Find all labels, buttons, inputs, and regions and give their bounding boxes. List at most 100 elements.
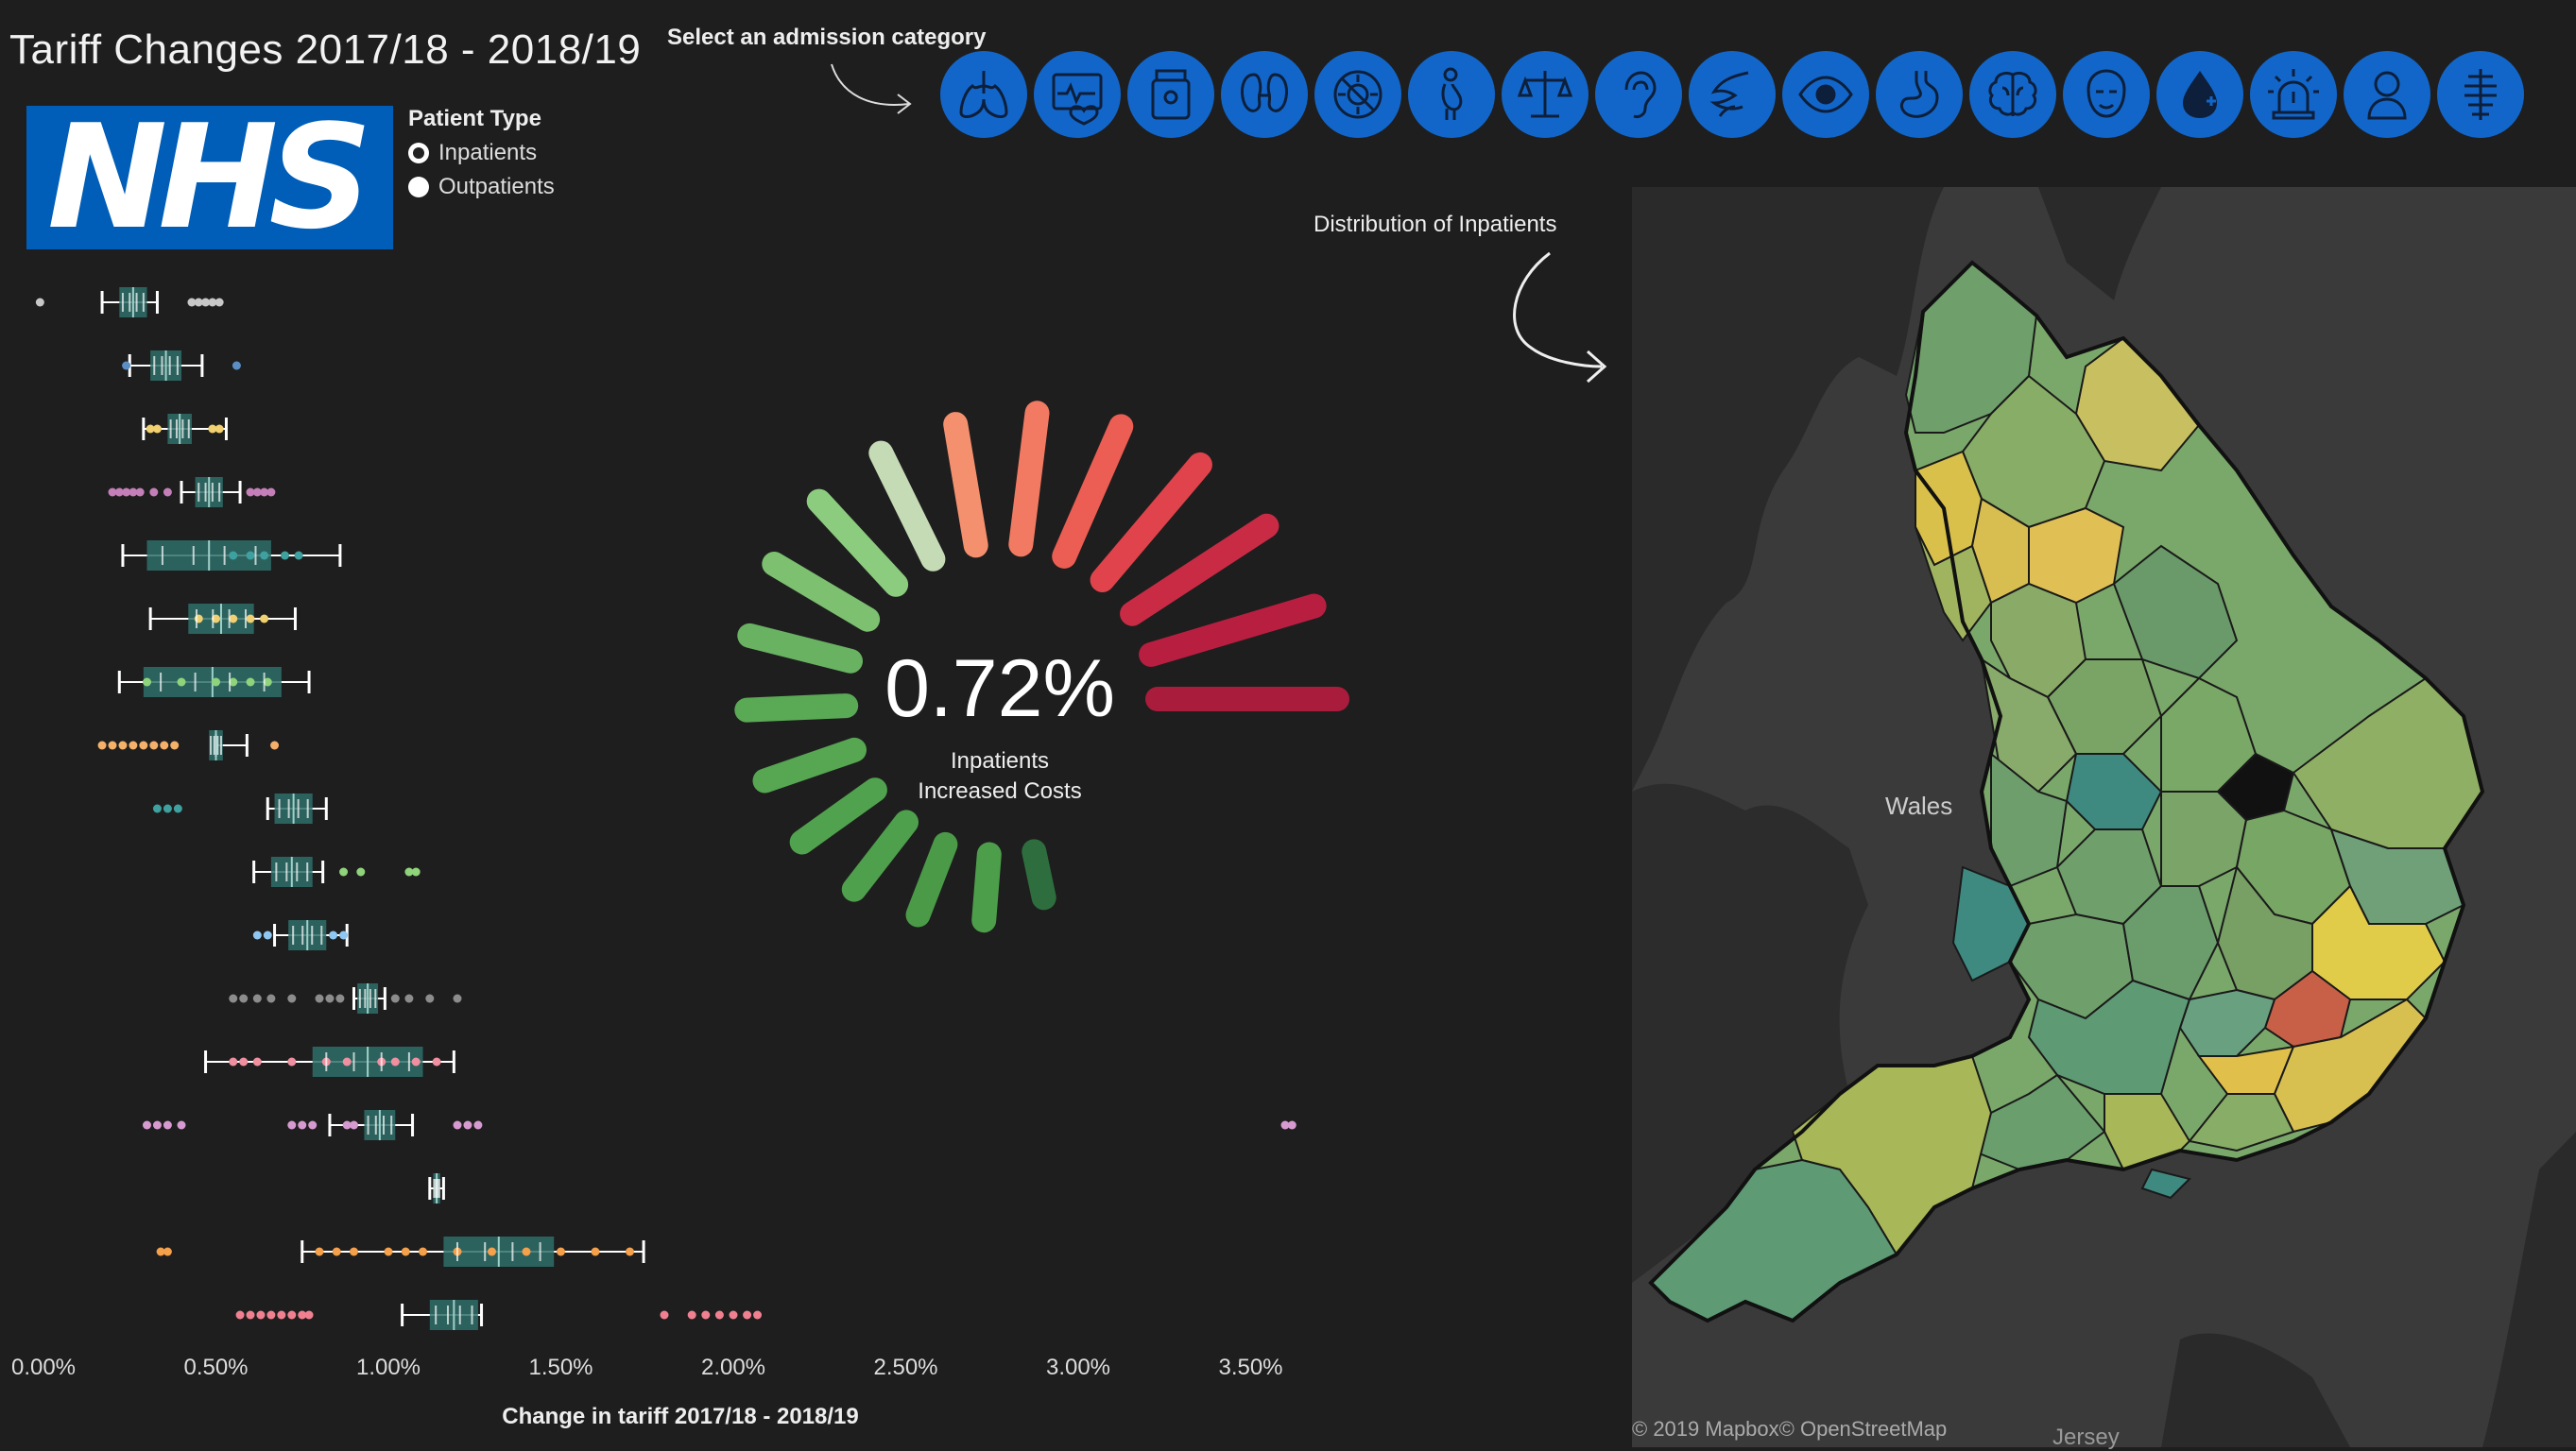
data-point xyxy=(287,994,297,1003)
baby-icon[interactable] xyxy=(2344,51,2430,138)
data-point xyxy=(743,1310,752,1320)
data-point xyxy=(35,298,44,307)
gauge-bar xyxy=(1022,839,1056,911)
boxplot-row[interactable] xyxy=(148,604,297,634)
ear-icon[interactable] xyxy=(1595,51,1682,138)
category-icon-bar xyxy=(940,51,2531,138)
gauge-bar xyxy=(1052,414,1134,569)
data-point xyxy=(463,1120,472,1130)
data-point xyxy=(163,1247,172,1256)
map-label: Distribution of Inpatients xyxy=(1314,212,1557,237)
boxplot-row[interactable] xyxy=(117,667,311,697)
boxplot-row[interactable] xyxy=(235,1300,763,1330)
data-point xyxy=(208,424,217,434)
boxplot-row[interactable] xyxy=(97,730,280,760)
brain-icon[interactable] xyxy=(1969,51,2056,138)
digestive-icon[interactable] xyxy=(1689,51,1776,138)
data-point xyxy=(339,867,349,877)
data-point xyxy=(146,424,155,434)
data-point xyxy=(122,361,131,370)
gauge-bar xyxy=(1120,513,1279,626)
x-tick-label: 0.00% xyxy=(11,1355,76,1380)
scales-icon[interactable] xyxy=(1502,51,1589,138)
data-point xyxy=(591,1247,600,1256)
data-point xyxy=(139,741,148,750)
boxplot-row[interactable] xyxy=(122,350,241,381)
boxplot-row[interactable] xyxy=(121,540,342,571)
data-point xyxy=(266,487,276,497)
data-point xyxy=(163,804,172,813)
data-point xyxy=(687,1310,696,1320)
data-point xyxy=(335,994,345,1003)
boxplot-row[interactable] xyxy=(252,857,421,887)
data-point xyxy=(404,994,414,1003)
gauge-caption-line2: Increased Costs xyxy=(918,778,1082,804)
no-virus-icon[interactable] xyxy=(1314,51,1401,138)
boxplot-row[interactable] xyxy=(204,1047,455,1077)
data-point xyxy=(453,994,462,1003)
category-selector-label: Select an admission category xyxy=(667,25,987,50)
gauge-bar xyxy=(789,777,887,855)
data-point xyxy=(350,1120,358,1130)
boxplot-row[interactable] xyxy=(152,794,328,824)
data-point xyxy=(252,994,262,1003)
data-point xyxy=(229,994,238,1003)
boxplot-row[interactable] xyxy=(252,920,349,950)
radio-circle-inpatients[interactable] xyxy=(408,143,429,163)
boxplot-row[interactable] xyxy=(143,1110,1297,1140)
radio-label-outpatients: Outpatients xyxy=(438,174,555,199)
data-point xyxy=(339,930,349,940)
data-point xyxy=(252,930,262,940)
data-point xyxy=(325,994,335,1003)
lungs-icon[interactable] xyxy=(940,51,1027,138)
nhs-logo: NHS xyxy=(26,106,393,249)
data-point xyxy=(298,1310,307,1320)
gauge-value: 0.72% xyxy=(884,643,1115,734)
data-point xyxy=(294,551,303,560)
data-point xyxy=(287,1310,297,1320)
selector-arrow xyxy=(831,63,912,114)
patient-type-filter: Patient Type Inpatients Outpatients xyxy=(408,106,555,208)
map-england[interactable] xyxy=(1632,187,2576,1447)
data-point xyxy=(229,1057,238,1067)
data-point xyxy=(1287,1120,1297,1130)
stomach-icon[interactable] xyxy=(1876,51,1963,138)
face-icon[interactable] xyxy=(2063,51,2150,138)
data-point xyxy=(270,741,280,750)
data-point xyxy=(260,551,269,560)
radio-circle-outpatients[interactable] xyxy=(408,177,429,197)
radio-outpatients[interactable]: Outpatients xyxy=(408,174,555,200)
data-point xyxy=(129,741,138,750)
data-point xyxy=(298,1120,307,1130)
boxplot-chart: 0.00% 0.50% 1.00% 1.50% 2.00% 2.50% 3.00% 3.50% xyxy=(11,287,1297,1380)
gauge-bar xyxy=(971,842,1002,933)
data-point xyxy=(187,298,197,307)
data-point xyxy=(419,1247,427,1256)
data-point xyxy=(246,551,255,560)
data-point xyxy=(118,741,128,750)
radio-inpatients[interactable]: Inpatients xyxy=(408,140,555,166)
boxplot-row[interactable] xyxy=(35,287,224,317)
blood-drop-icon[interactable] xyxy=(2156,51,2243,138)
medicine-bottle-icon[interactable] xyxy=(1127,51,1214,138)
heart-monitor-icon[interactable] xyxy=(1034,51,1121,138)
emergency-light-icon[interactable] xyxy=(2250,51,2337,138)
gauge-bar xyxy=(1139,593,1327,667)
data-point xyxy=(129,487,138,497)
data-point xyxy=(401,1247,410,1256)
data-point xyxy=(122,487,131,497)
boxplot-row[interactable] xyxy=(142,414,228,444)
data-point xyxy=(114,487,124,497)
kidneys-icon[interactable] xyxy=(1221,51,1308,138)
data-point xyxy=(473,1120,483,1130)
boxplot-row[interactable] xyxy=(428,1173,445,1203)
eye-icon[interactable] xyxy=(1782,51,1869,138)
gauge-caption: Inpatients Increased Costs xyxy=(850,746,1149,807)
spine-icon[interactable] xyxy=(2437,51,2524,138)
data-point xyxy=(342,1057,352,1067)
boxplot-row[interactable] xyxy=(229,983,462,1014)
boxplot-row[interactable] xyxy=(108,477,276,507)
pregnancy-icon[interactable] xyxy=(1408,51,1495,138)
boxplot-row[interactable] xyxy=(156,1237,645,1267)
gauge-bar xyxy=(868,440,946,572)
